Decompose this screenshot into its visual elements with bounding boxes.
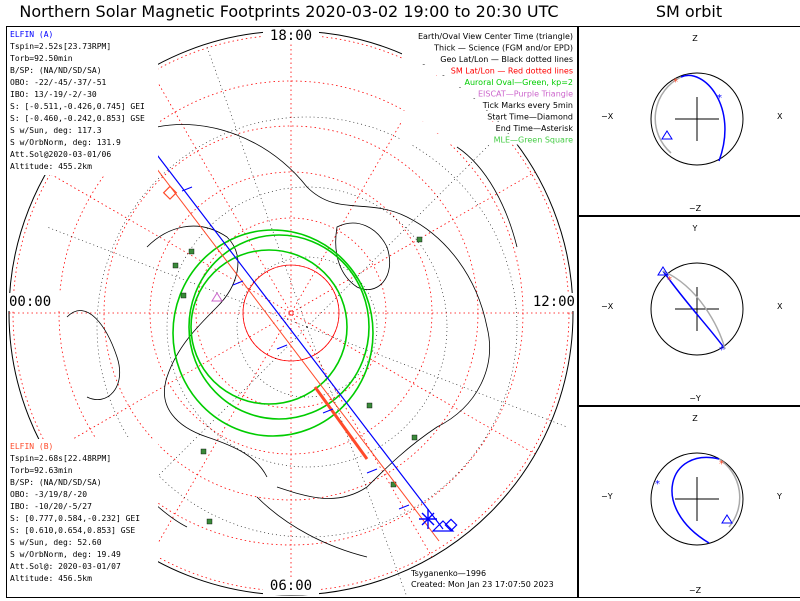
- auroral-oval: [172, 229, 374, 437]
- legend: Earth/Oval View Center Time (triangle) Th…: [402, 30, 574, 145]
- info-line: S: [-0.460,-0.242,0.853] GSE: [10, 114, 145, 123]
- svg-text:*: *: [717, 93, 722, 104]
- legend-item: Geo Lat/Lon — Black dotted lines: [440, 55, 573, 64]
- info-line: B/SP: (NA/ND/SD/SA): [10, 66, 102, 75]
- clock-label-left: 00:00: [9, 294, 51, 310]
- axis-label-top: Y: [692, 224, 698, 233]
- info-line: Att.Sol@2020-03-01/06: [10, 150, 111, 159]
- info-line: Torb=92.63min: [10, 466, 73, 475]
- elfin-b-track: [118, 118, 440, 542]
- info-line: S w/Sun, deg: 117.3: [10, 126, 102, 135]
- created-timestamp: Created: Mon Jan 23 17:07:50 2023: [411, 580, 554, 589]
- spacecraft-name: ELFIN (B): [10, 442, 53, 451]
- spacecraft-name: ELFIN (A): [10, 30, 53, 39]
- legend-item: MLE—Green Square: [494, 136, 573, 145]
- info-line: Torb=92.50min: [10, 54, 73, 63]
- svg-text:*: *: [719, 459, 724, 470]
- axis-label-right: Y: [776, 492, 782, 501]
- svg-text:*: *: [673, 77, 678, 88]
- model-credit: Tsyganenko—1996: [410, 569, 486, 578]
- sm-orbit-xz-svg: * * Z −Z −X X: [601, 34, 783, 213]
- svg-text:*: *: [719, 345, 724, 356]
- axis-label-left: −Y: [601, 492, 613, 501]
- legend-item: Auroral Oval—Green, kp=2: [465, 78, 573, 87]
- axis-label-left: −X: [601, 302, 614, 311]
- elfin-b-info: ELFIN (B) Tspin=2.68s[22.48RPM] Torb=92.63…: [8, 439, 158, 587]
- legend-item: End Time—Asterisk: [496, 124, 574, 133]
- axis-label-right: X: [777, 112, 783, 121]
- eiscat-triangle: [211, 292, 223, 302]
- axis-label-top: Z: [692, 34, 698, 43]
- info-line: OBO: -22/-45/-37/-51: [10, 78, 107, 87]
- axis-label-bottom: −Z: [689, 204, 702, 213]
- mle-markers: [172, 236, 423, 525]
- clock-label-right: 12:00: [533, 294, 575, 310]
- legend-item: EISCAT—Purple Triangle: [478, 90, 573, 99]
- axis-label-top: Z: [692, 414, 698, 423]
- clock-label-top: 18:00: [270, 28, 312, 44]
- elfin-a-end-asterisk: [419, 509, 437, 529]
- info-line: Att.Sol@: 2020-03-01/07: [10, 562, 121, 571]
- info-line: IBO: -10/20/-5/27: [10, 502, 92, 511]
- sm-orbit-title: SM orbit: [655, 2, 723, 21]
- legend-item: Thick — Science (FGM and/or EPD): [433, 44, 573, 53]
- axis-label-bottom: −Y: [689, 394, 701, 403]
- axis-label-bottom: −Z: [689, 586, 702, 595]
- info-line: IBO: 13/-19/-2/-30: [10, 90, 97, 99]
- page-title: Northern Solar Magnetic Footprints 2020-…: [19, 2, 559, 21]
- axis-label-left: −X: [601, 112, 614, 121]
- info-line: S w/OrbNorm, deg: 131.9: [10, 138, 121, 147]
- info-line: Tspin=2.68s[22.48RPM]: [10, 454, 111, 463]
- sm-orbit-yz-panel: * * Z −Z −Y Y: [578, 406, 800, 598]
- sm-orbit-xz-panel: * * Z −Z −X X: [578, 26, 800, 216]
- info-line: Altitude: 455.2km: [10, 162, 92, 171]
- sm-orbit-panels: * * Z −Z −X X * * Y −Y −X X: [578, 26, 800, 598]
- info-line: S: [0.610,0.654,0.853] GSE: [10, 526, 135, 535]
- info-line: B/SP: (NA/ND/SD/SA): [10, 478, 102, 487]
- clock-label-bottom: 06:00: [270, 578, 312, 594]
- polar-footprint-map: 18:00 00:00 12:00 06:00 Earth/Oval View …: [6, 26, 578, 598]
- legend-item: SM Lat/Lon — Red dotted lines: [451, 67, 573, 76]
- legend-item: Earth/Oval View Center Time (triangle): [418, 32, 573, 41]
- svg-text:*: *: [655, 479, 660, 490]
- axis-label-right: X: [777, 302, 783, 311]
- sm-orbit-xy-svg: * * Y −Y −X X: [601, 224, 783, 403]
- geo-latlon-grid: [46, 46, 568, 597]
- info-line: S w/Sun, deg: 52.60: [10, 538, 102, 547]
- info-line: Altitude: 456.5km: [10, 574, 92, 583]
- sm-orbit-yz-svg: * * Z −Z −Y Y: [601, 414, 782, 595]
- sm-orbit-xy-panel: * * Y −Y −X X: [578, 216, 800, 406]
- polar-map-svg: 18:00 00:00 12:00 06:00 Earth/Oval View …: [7, 27, 577, 597]
- elfin-a-start-triangle: [431, 520, 455, 532]
- info-line: Tspin=2.52s[23.73RPM]: [10, 42, 111, 51]
- info-line: S w/OrbNorm, deg: 19.49: [10, 550, 121, 559]
- legend-item: Tick Marks every 5min: [482, 101, 573, 110]
- info-line: S: [-0.511,-0.426,0.745] GEI: [10, 102, 145, 111]
- svg-text:*: *: [667, 275, 672, 286]
- elfin-a-info: ELFIN (A) Tspin=2.52s[23.73RPM] Torb=92.50…: [8, 27, 158, 175]
- info-line: OBO: -3/19/8/-20: [10, 490, 87, 499]
- info-line: S: [0.777,0.584,-0.232] GEI: [10, 514, 140, 523]
- legend-item: Start Time—Diamond: [487, 113, 573, 122]
